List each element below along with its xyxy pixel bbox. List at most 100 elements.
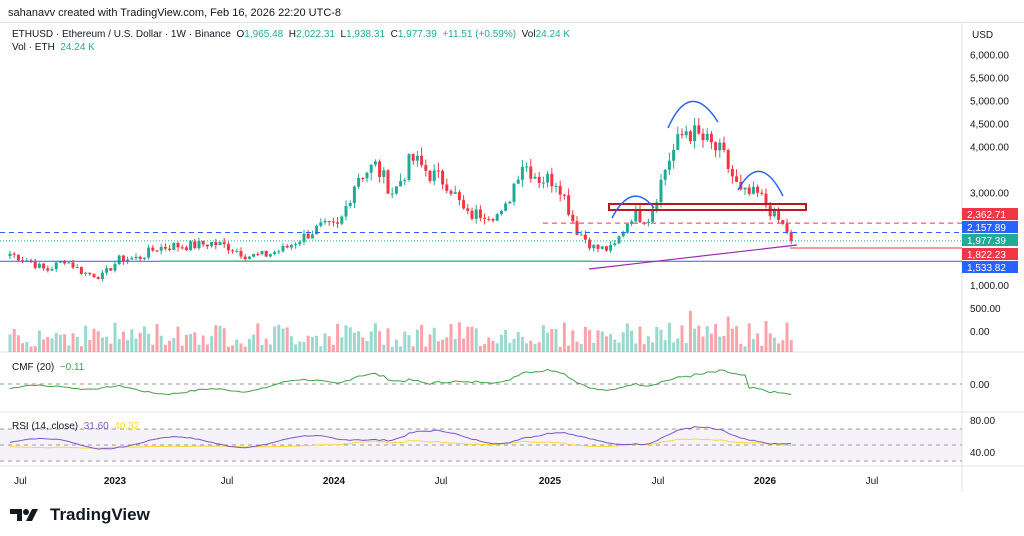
price-tag-text: 2,157.89 [967,223,1006,234]
volume-bar [747,323,751,352]
volume-bar [714,323,718,352]
candle-body [310,234,314,239]
high-label: H [288,29,297,40]
volume-bar [365,341,369,352]
volume-bar [130,329,134,352]
tradingview-logo: TradingView [10,505,150,525]
trendline [588,244,798,270]
candle-body [537,176,541,184]
candle-body [142,257,146,259]
volume-bar [659,329,663,352]
volume-bar [348,327,352,352]
candle-body [520,166,524,180]
volume-bar [684,343,688,352]
candle-body [625,223,629,233]
volume-bar [516,331,520,352]
volume-bar [432,327,436,352]
candle-body [373,161,377,165]
volume-bar [663,340,667,352]
candle-body [604,246,608,251]
volume-bar [743,346,747,352]
volume-bar [243,346,247,352]
volume-bar [33,346,37,352]
candle-body [205,244,209,247]
time-tick: 2023 [104,476,127,487]
candle-body [109,268,113,271]
volume-bar [79,346,83,352]
candle-body [529,166,533,179]
volume-bar [554,328,558,352]
volume-bar [25,341,29,352]
candle-body [163,246,167,249]
candle-body [71,262,75,268]
candle-body [277,251,281,253]
candle-body [457,192,461,201]
candle-body [298,241,302,245]
volume-bar [550,328,554,352]
candle-body [37,263,41,268]
volume-bar [424,346,428,352]
price-chart[interactable]: 6,000.00 5,500.00 5,000.00 4,500.00 4,000.00… [0,0,1024,500]
candle-body [403,179,407,182]
candle-body [764,193,768,206]
candle-body [756,186,760,193]
candle-body [323,220,327,223]
volume-bar [37,330,41,352]
volume-bar [319,346,323,352]
volume-bar [197,344,201,352]
candle-body [600,246,604,249]
volume-bar [609,334,613,352]
candle-body [33,262,37,268]
volume-bar [159,335,163,352]
candle-body [688,131,692,142]
volume-bar [772,337,776,352]
volume-bar [730,328,734,352]
volume-bar [256,323,260,352]
candle-body [617,236,621,244]
price-tag [962,248,1018,260]
volume-bar [222,328,226,352]
volume-bar [210,336,214,352]
candle-body [352,186,356,203]
volume-bar [88,340,92,352]
candle-body [390,193,394,195]
volume-bar [567,345,571,352]
volume-bar [470,326,474,352]
candle-body [474,209,478,219]
volume-bar [739,343,743,352]
price-tick: 5,000.00 [970,97,1009,108]
candle-body [760,192,764,194]
candle-body [735,176,739,182]
volume-label: Vol [521,29,536,40]
cmf-value: −0.11 [59,362,85,373]
volume-bar [718,336,722,352]
volume-row-label: Vol · ETH [12,42,55,53]
volume-bar [441,339,445,352]
volume-bar [92,328,96,352]
volume-bar [693,328,697,352]
price-tag [962,221,1018,233]
volume-bar [218,325,222,352]
volume-bar [113,322,117,352]
volume-bar [478,345,482,352]
candle-body [302,233,306,242]
volume-bar [600,331,604,352]
volume-bar [294,344,298,352]
rsi-value: 31.60 [83,421,109,432]
candle-body [441,170,445,185]
candle-body [743,187,747,190]
volume-bar [411,346,415,352]
rsi-ma-line [9,438,792,449]
candle-body [562,194,566,196]
candle-body [478,209,482,218]
open-value: 1,965.48 [244,29,284,40]
cmf-line [9,368,792,396]
volume-bar [642,344,646,352]
price-tick: 4,500.00 [970,120,1009,131]
candle-body [550,173,554,187]
volume-bar [151,344,155,352]
candle-body [252,253,256,257]
volume-bar [789,340,793,352]
volume-bar [310,337,314,352]
volume-bar [726,316,730,352]
